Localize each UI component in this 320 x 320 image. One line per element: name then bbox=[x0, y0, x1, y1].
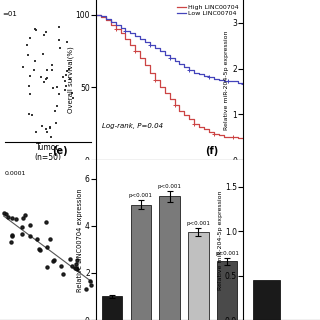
Legend: High LINC00704, Low LINC00704: High LINC00704, Low LINC00704 bbox=[176, 3, 240, 18]
Bar bbox=[102, 296, 122, 320]
Point bbox=[87, 278, 92, 284]
Point bbox=[38, 247, 43, 252]
Bar bbox=[253, 280, 280, 320]
Point bbox=[2, 211, 7, 216]
Point bbox=[61, 271, 66, 276]
Text: p<0.001: p<0.001 bbox=[158, 184, 181, 189]
Point bbox=[4, 211, 9, 216]
Y-axis label: Relative miR-204-5p expression: Relative miR-204-5p expression bbox=[219, 190, 223, 290]
Point bbox=[50, 259, 55, 264]
Point bbox=[10, 233, 15, 238]
Point bbox=[35, 236, 40, 242]
Point bbox=[21, 216, 26, 221]
Text: Log-rank, P=0.04: Log-rank, P=0.04 bbox=[102, 123, 163, 129]
Point bbox=[74, 266, 79, 271]
Point bbox=[27, 233, 32, 238]
Y-axis label: Overall survival(%): Overall survival(%) bbox=[68, 47, 74, 113]
Point bbox=[89, 282, 94, 287]
Y-axis label: Relative LINC00704 expression: Relative LINC00704 expression bbox=[77, 188, 84, 292]
Bar bbox=[188, 232, 209, 320]
Text: =01: =01 bbox=[2, 11, 17, 17]
Point bbox=[22, 212, 27, 218]
Text: p<0.001: p<0.001 bbox=[215, 251, 239, 256]
Point bbox=[48, 236, 53, 241]
Point bbox=[44, 244, 50, 250]
Point bbox=[51, 258, 56, 263]
X-axis label: Months: Months bbox=[154, 177, 185, 186]
Point bbox=[20, 225, 25, 230]
Point bbox=[8, 239, 13, 244]
Point bbox=[36, 247, 41, 252]
Text: (e): (e) bbox=[52, 146, 68, 156]
Point bbox=[84, 286, 89, 291]
Bar bbox=[159, 196, 180, 320]
Point bbox=[5, 214, 10, 220]
Y-axis label: Relative miR-204-5p expression: Relative miR-204-5p expression bbox=[224, 30, 229, 130]
Text: Tumor: Tumor bbox=[36, 143, 60, 152]
Text: (n=50): (n=50) bbox=[35, 153, 61, 162]
Bar bbox=[217, 261, 237, 320]
Point bbox=[67, 257, 72, 262]
Point bbox=[74, 266, 79, 271]
Text: p<0.001: p<0.001 bbox=[129, 193, 153, 198]
Point bbox=[58, 263, 63, 268]
Point bbox=[10, 232, 15, 237]
Text: 0.0001: 0.0001 bbox=[5, 171, 26, 176]
Point bbox=[45, 265, 50, 270]
Point bbox=[14, 217, 19, 222]
Point bbox=[44, 220, 49, 225]
Point bbox=[69, 264, 75, 269]
Point bbox=[9, 215, 14, 220]
Point bbox=[75, 257, 80, 262]
Point bbox=[73, 266, 78, 271]
Text: (f): (f) bbox=[205, 146, 218, 156]
Point bbox=[28, 223, 33, 228]
Point bbox=[73, 261, 78, 266]
Point bbox=[20, 232, 25, 237]
Text: p<0.001: p<0.001 bbox=[187, 221, 211, 226]
Bar bbox=[131, 205, 151, 320]
